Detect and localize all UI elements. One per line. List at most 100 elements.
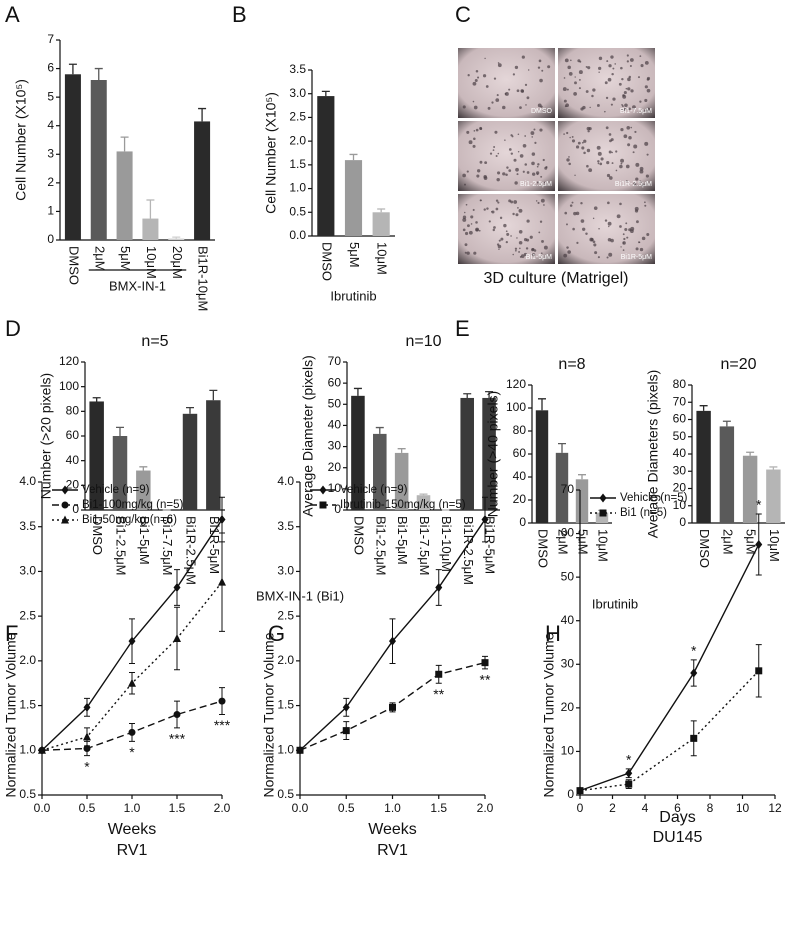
colony [592, 88, 596, 92]
image-label: Bi1-5μM [526, 254, 552, 261]
x-tick-label: Bi1-10μM [439, 516, 454, 572]
colony [543, 181, 546, 184]
colony [531, 161, 535, 166]
image-caption: 3D culture (Matrigel) [484, 270, 629, 287]
colony [644, 141, 649, 146]
y-tick-label: 2.5 [289, 110, 306, 124]
colony [477, 169, 481, 173]
x-axis-label: Weeks [108, 821, 157, 838]
colony [525, 247, 529, 250]
colony [502, 172, 506, 176]
colony [568, 72, 573, 76]
colony [608, 150, 612, 154]
colony [583, 139, 587, 143]
x-tick-label: Bi1R-10μM [196, 246, 211, 311]
colony [625, 180, 628, 183]
colony [614, 63, 617, 65]
colony [599, 162, 603, 166]
colony [475, 128, 479, 132]
colony [620, 158, 624, 163]
panel-letter: D [5, 316, 21, 341]
colony [619, 225, 622, 228]
colony [542, 158, 545, 162]
colony [612, 97, 616, 101]
colony [633, 182, 637, 186]
y-tick-label: 40 [673, 446, 687, 460]
colony [619, 202, 622, 206]
colony [462, 217, 467, 222]
y-tick-label: 20 [561, 700, 575, 714]
marker [173, 634, 181, 642]
colony [618, 82, 622, 86]
colony [508, 88, 511, 91]
image-label: Bi1R-2.5μM [615, 181, 652, 188]
colony [491, 101, 494, 104]
annotation: * [626, 752, 632, 768]
colony [604, 219, 608, 222]
y-tick-label: 0 [679, 515, 686, 529]
y-axis-label: Average Diameter (pixels) [300, 355, 316, 517]
y-tick-label: 0 [47, 232, 54, 246]
x-tick-label: 5μM [118, 246, 133, 272]
colony [479, 160, 483, 164]
marker [83, 744, 91, 752]
colony [585, 65, 588, 68]
colony [605, 96, 609, 100]
colony [627, 77, 631, 82]
colony [479, 126, 483, 130]
colony [571, 135, 574, 138]
y-tick-label: 80 [673, 377, 687, 391]
colony [625, 164, 630, 169]
x-tick-label: 2 [609, 801, 616, 815]
y-tick-label: 70 [673, 394, 687, 408]
bar [112, 436, 128, 510]
error-bar [558, 443, 566, 453]
colony [594, 251, 598, 255]
legend-label: Vehicle (n=9) [82, 484, 150, 496]
colony [514, 247, 518, 250]
x-tick-label: Bi1R-5μM [483, 516, 498, 574]
error-bar [146, 199, 155, 219]
x-tick-label: Bi1R-5μM [207, 516, 222, 574]
y-tick-label: 1.5 [19, 698, 36, 712]
colony [639, 247, 644, 252]
colony [587, 66, 591, 70]
colony [597, 162, 600, 165]
y-tick-label: 1 [47, 204, 54, 218]
y-tick-label: 20 [66, 478, 80, 492]
colony [563, 77, 566, 79]
y-tick-label: 70 [328, 354, 342, 368]
colony [632, 151, 635, 154]
colony [605, 126, 609, 130]
y-tick-label: 10 [561, 744, 575, 758]
colony [545, 166, 548, 169]
colony [573, 211, 577, 216]
chart-subtitle: DU145 [653, 829, 703, 846]
colony [512, 212, 515, 216]
colony [502, 105, 506, 110]
marker [481, 659, 489, 667]
y-tick-label: 50 [561, 569, 575, 583]
y-tick-label: 3.5 [289, 62, 306, 76]
colony [646, 153, 649, 156]
y-tick-label: 3.0 [289, 86, 306, 100]
x-tick-label: 12 [768, 801, 782, 815]
colony [566, 88, 569, 91]
marker [173, 583, 181, 593]
marker [218, 577, 226, 586]
colony [508, 199, 512, 203]
colony [568, 156, 570, 158]
colony [531, 248, 535, 252]
marker [296, 746, 304, 754]
error-bar [746, 451, 755, 456]
marker [435, 670, 443, 678]
colony [523, 238, 528, 242]
colony [475, 221, 478, 224]
colony [623, 134, 628, 139]
colony [607, 77, 612, 82]
x-tick-label: Bi1-7.5μM [160, 516, 175, 576]
colony [519, 247, 521, 250]
marker [389, 703, 396, 711]
colony [620, 128, 624, 132]
colony [466, 251, 470, 255]
